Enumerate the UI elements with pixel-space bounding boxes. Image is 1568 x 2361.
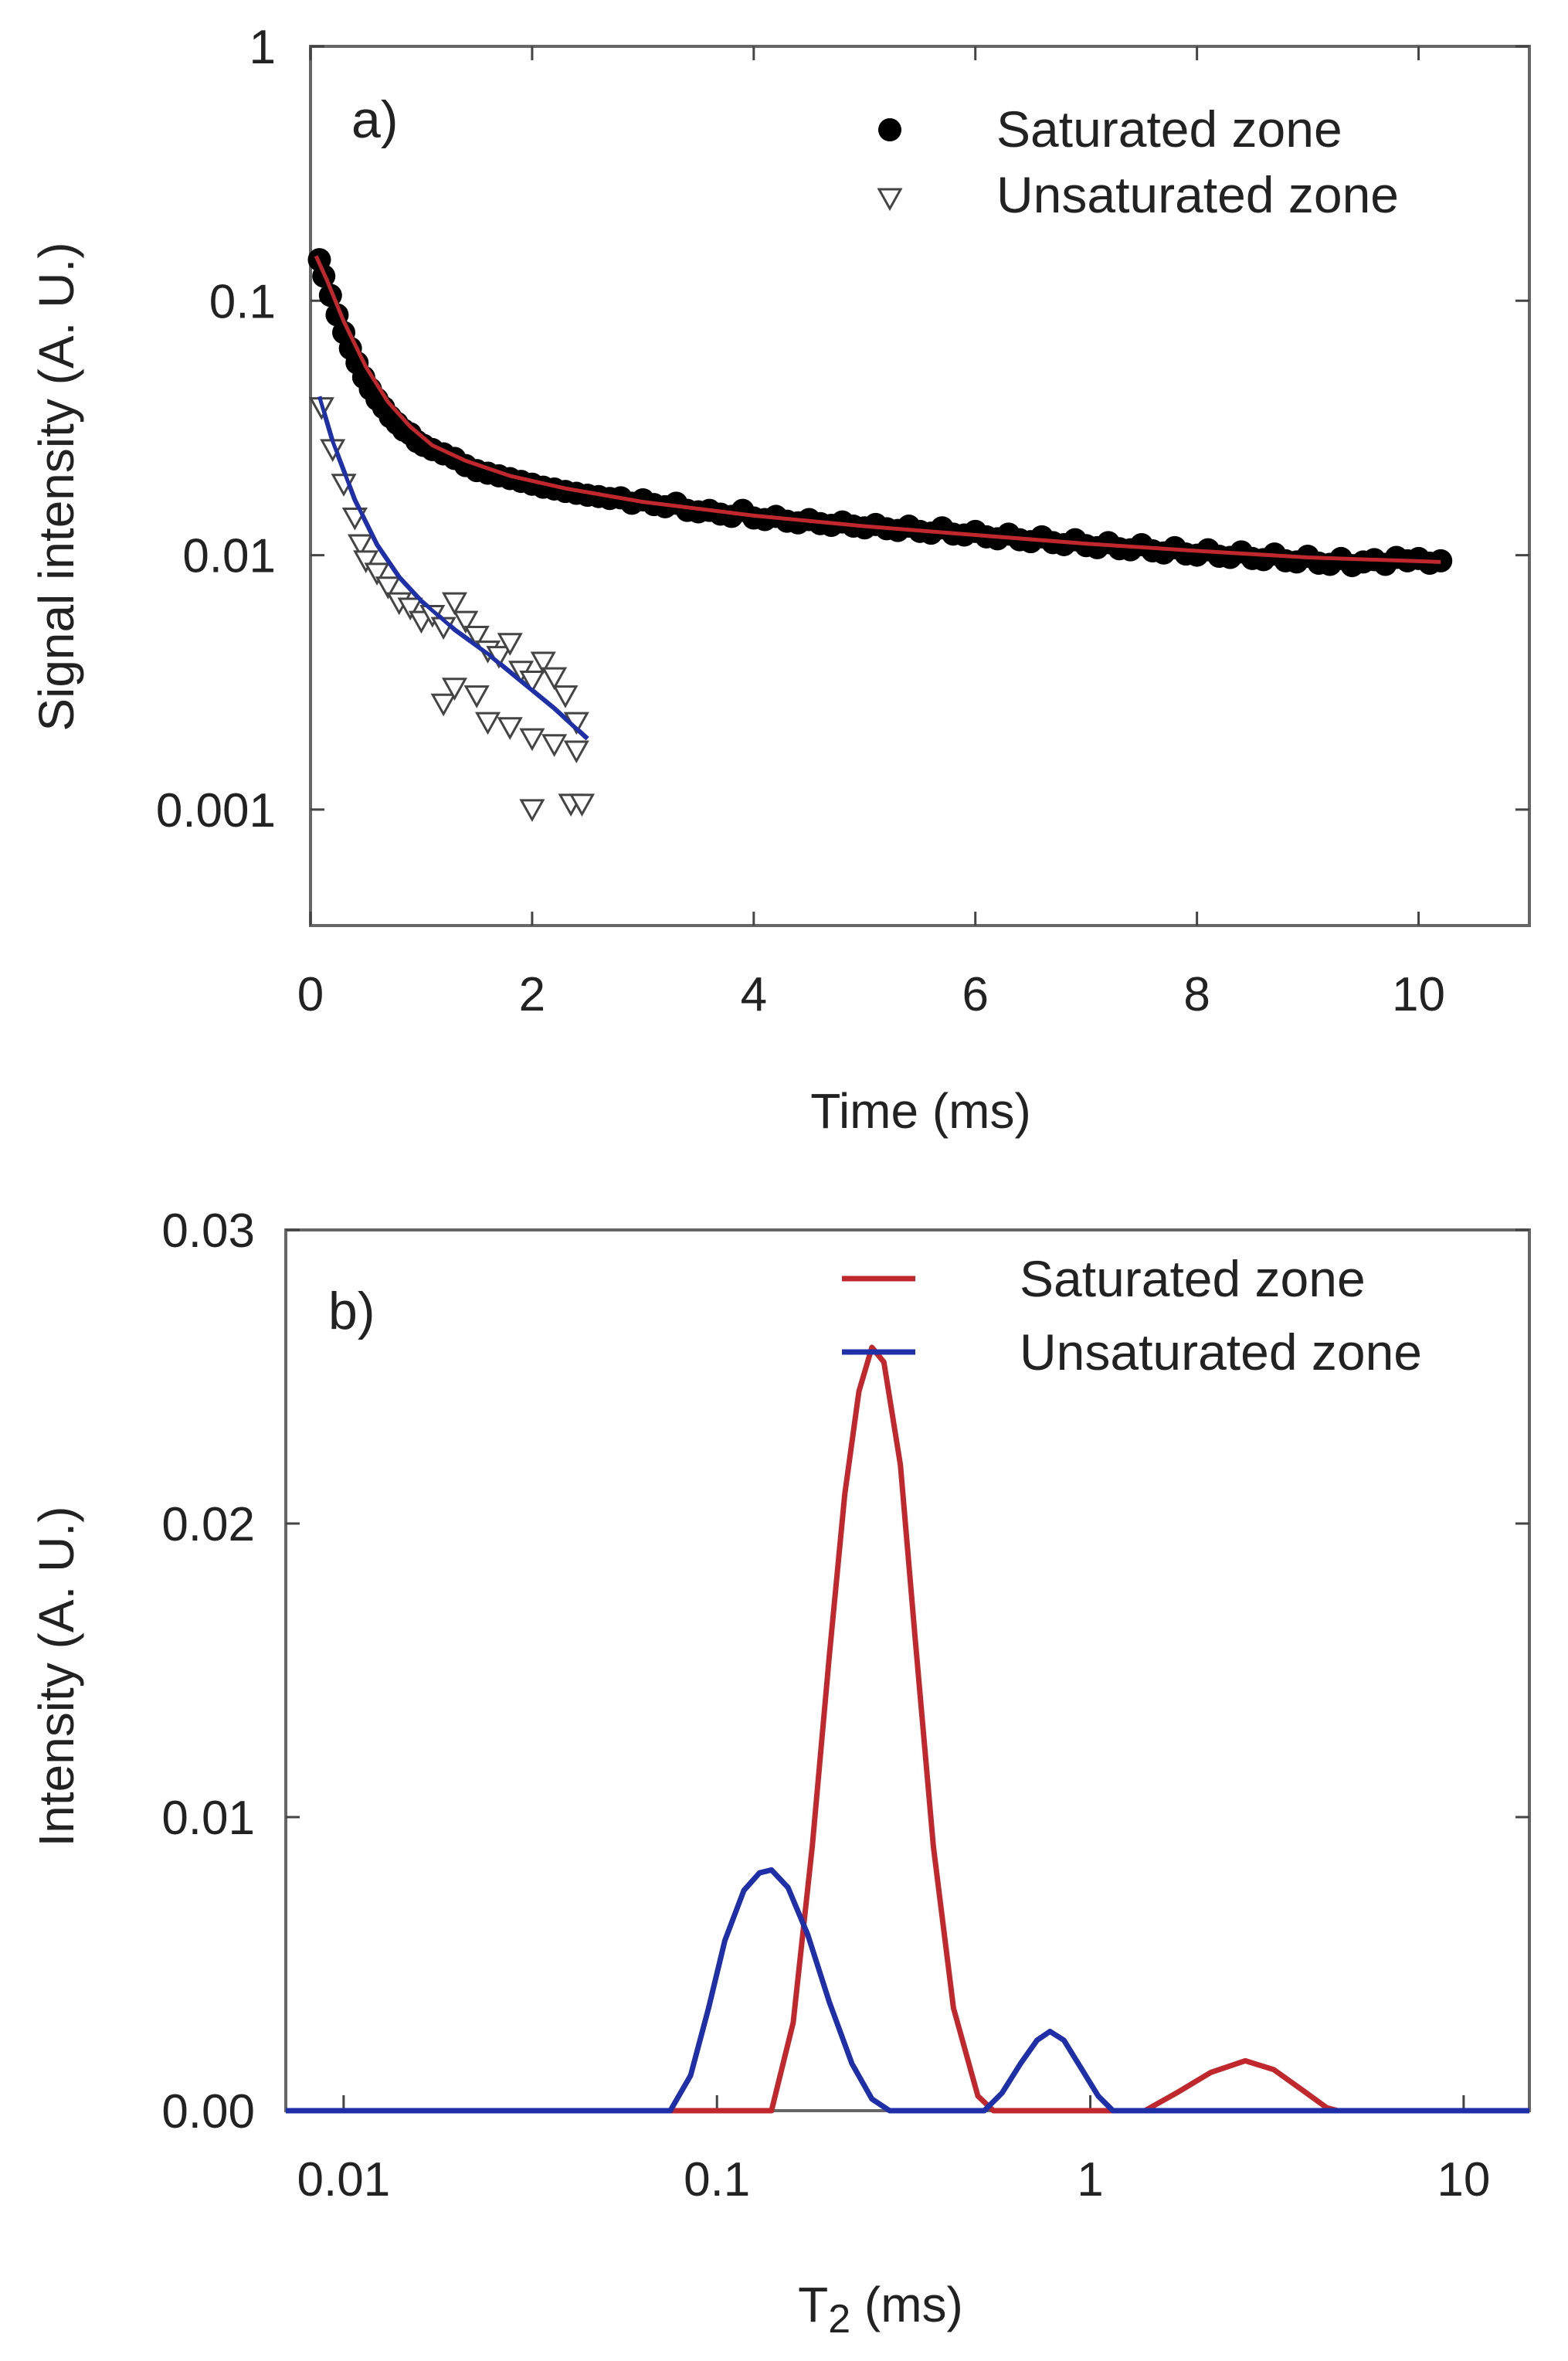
legend-unsaturated-marker [877,188,903,212]
panel-b-y-tick-label: 0.02 [161,1498,255,1551]
panel-a-legend: Saturated zone Unsaturated zone [877,100,1399,223]
panel-b-y-axis-label: Intensity (A. U.) [29,1507,84,1847]
panel-a-x-tick-label: 8 [1183,968,1210,1021]
saturated-distribution-line [286,1344,1529,2114]
unsaturated-distribution-line [286,1867,1529,2114]
panel-a-x-axis-label: Time (ms) [810,1083,1031,1139]
panel-a-y-tick-label: 0.1 [209,275,276,328]
panel-b-y-tick-label: 0.03 [161,1204,255,1258]
unsaturated-data-point [541,734,568,757]
panel-a-ticks: 0 2 4 6 8 10 0.001 0.01 0.1 1 [156,21,1529,1021]
legend-b-unsaturated-label: Unsaturated zone [1020,1323,1422,1381]
panel-b: b) 0.01 0.1 1 10 0.00 0.01 0.02 0.03 T2 (ms) In… [29,1204,1531,2342]
unsaturated-data-point [519,671,545,694]
panel-b-x-axis-label: T2 (ms) [798,2277,963,2342]
unsaturated-data-point [463,626,490,649]
panel-a-x-tick-label: 6 [962,968,988,1021]
panel-b-y-tick-label: 0.00 [161,2085,255,2138]
panel-a-label: a) [351,90,398,149]
unsaturated-data-point [530,651,556,675]
panel-a-y-axis-label: Signal intensity (A. U.) [29,242,84,731]
panel-b-x-tick-label: 0.1 [684,2153,750,2206]
unsaturated-data-point [497,717,523,740]
unsaturated-data-point [375,576,401,600]
panel-b-x-tick-label: 10 [1437,2153,1490,2206]
panel-b-x-tick-label: 0.01 [297,2153,391,2206]
panel-a-x-tick-label: 10 [1392,968,1445,1021]
panel-a-y-tick-label: 0.001 [156,784,276,837]
panel-b-y-tick-label: 0.01 [161,1792,255,1845]
unsaturated-data-point [441,678,468,701]
unsaturated-data-point [397,597,423,621]
unsaturated-data-point [474,712,501,735]
unsaturated-data-point [568,793,596,817]
panel-a-y-tick-label: 1 [249,21,276,74]
panel-b-x-tick-label: 1 [1077,2153,1103,2206]
panel-a-x-tick-label: 2 [519,968,545,1021]
legend-b-saturated-label: Saturated zone [1020,1250,1366,1307]
panel-a-x-tick-label: 0 [297,968,324,1021]
panel-a-fit-line-overlay-2 [314,255,1441,564]
unsaturated-data-point [497,633,523,656]
unsaturated-data-point [541,667,568,691]
panel-b-ticks: 0.01 0.1 1 10 0.00 0.01 0.02 0.03 [161,1204,1529,2206]
unsaturated-data-point [563,740,589,764]
unsaturated-data-point [441,592,468,616]
legend-saturated-marker [878,118,901,141]
unsaturated-data-point [347,534,374,558]
unsaturated-data-point [353,550,379,573]
unsaturated-data-point [463,685,490,708]
unsaturated-data-point [519,799,545,822]
panel-a-fit-line-overlay-3 [317,396,589,740]
panel-b-label: b) [328,1282,375,1340]
unsaturated-data-point [430,693,456,717]
panel-a-frame [309,45,1531,927]
panel-a-x-tick-label: 4 [741,968,767,1021]
panel-a-data [307,248,1453,822]
unsaturated-data-point [552,685,579,708]
panel-a: a) 0 2 4 6 8 10 0.001 0.01 0.1 1 Time (ms) Signal… [29,21,1531,1139]
legend-unsaturated-label: Unsaturated zone [996,166,1399,223]
unsaturated-data-point [453,610,479,634]
unsaturated-data-point [364,562,390,586]
panel-a-y-tick-label: 0.01 [182,530,276,583]
legend-saturated-label: Saturated zone [996,100,1342,158]
panel-b-legend: Saturated zone Unsaturated zone [842,1250,1422,1381]
unsaturated-data-point [519,728,545,752]
panel-b-data [286,1344,1529,2114]
